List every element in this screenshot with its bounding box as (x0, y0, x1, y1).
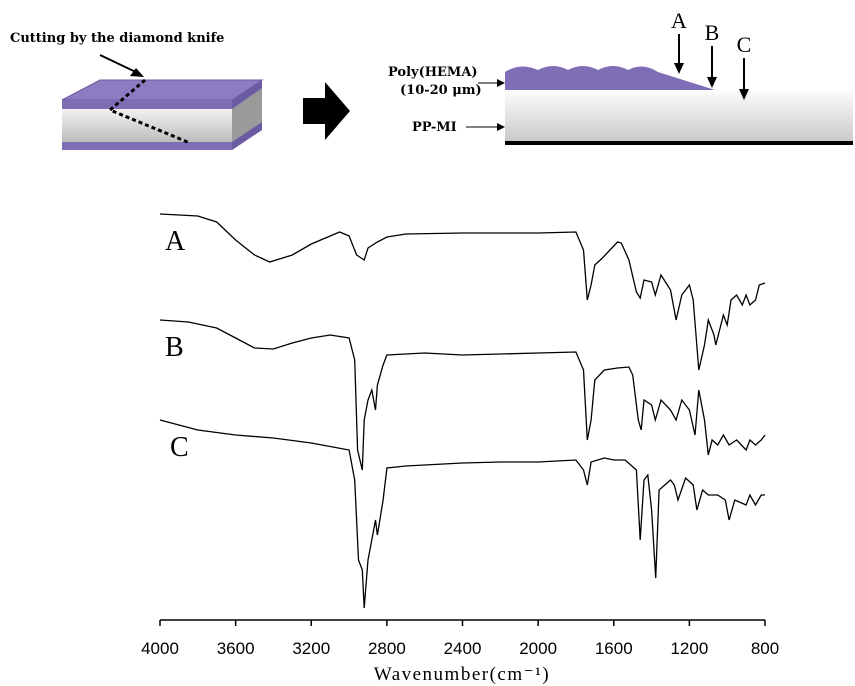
x-tick-label: 2400 (444, 639, 482, 658)
layer-diagram: Poly(HEMA) (10-20 μm) PP-MI A B C (388, 8, 853, 145)
slab-top-layer (62, 100, 232, 109)
point-label: B (705, 20, 720, 45)
x-tick-label: 4000 (141, 639, 179, 658)
slab-bottom-layer (62, 142, 232, 150)
substrate (505, 90, 853, 142)
chart: Wavenumber(cm⁻¹) 4000 3600 3200 2800 2400 200… (141, 213, 779, 685)
process-arrow (303, 82, 350, 140)
x-tick-label: 3200 (292, 639, 330, 658)
series-label: C (170, 432, 189, 463)
spectrum-line (159, 319, 766, 471)
x-tick-label: 1600 (595, 639, 633, 658)
x-tick-label: 1200 (670, 639, 708, 658)
slab-diagram: Cutting by the diamond knife (10, 31, 264, 150)
x-tick-label: 2800 (368, 639, 406, 658)
x-tick-label: 800 (751, 639, 779, 658)
layer-thickness-label: (10-20 μm) (400, 83, 482, 98)
x-axis-label: Wavenumber(cm⁻¹) (374, 664, 550, 685)
point-label: A (671, 8, 687, 33)
x-tick-label: 3600 (217, 639, 255, 658)
point-label: C (737, 32, 752, 57)
series-label: A (165, 226, 186, 257)
spectrum-line (159, 419, 765, 609)
layer-top-label: Poly(HEMA) (388, 65, 478, 80)
spectrum-line (159, 213, 766, 371)
coating (505, 66, 715, 90)
series-label: B (165, 332, 184, 363)
x-tick-label: 2000 (519, 639, 557, 658)
cut-label: Cutting by the diamond knife (10, 31, 224, 46)
layer-bottom-label: PP-MI (412, 120, 457, 135)
